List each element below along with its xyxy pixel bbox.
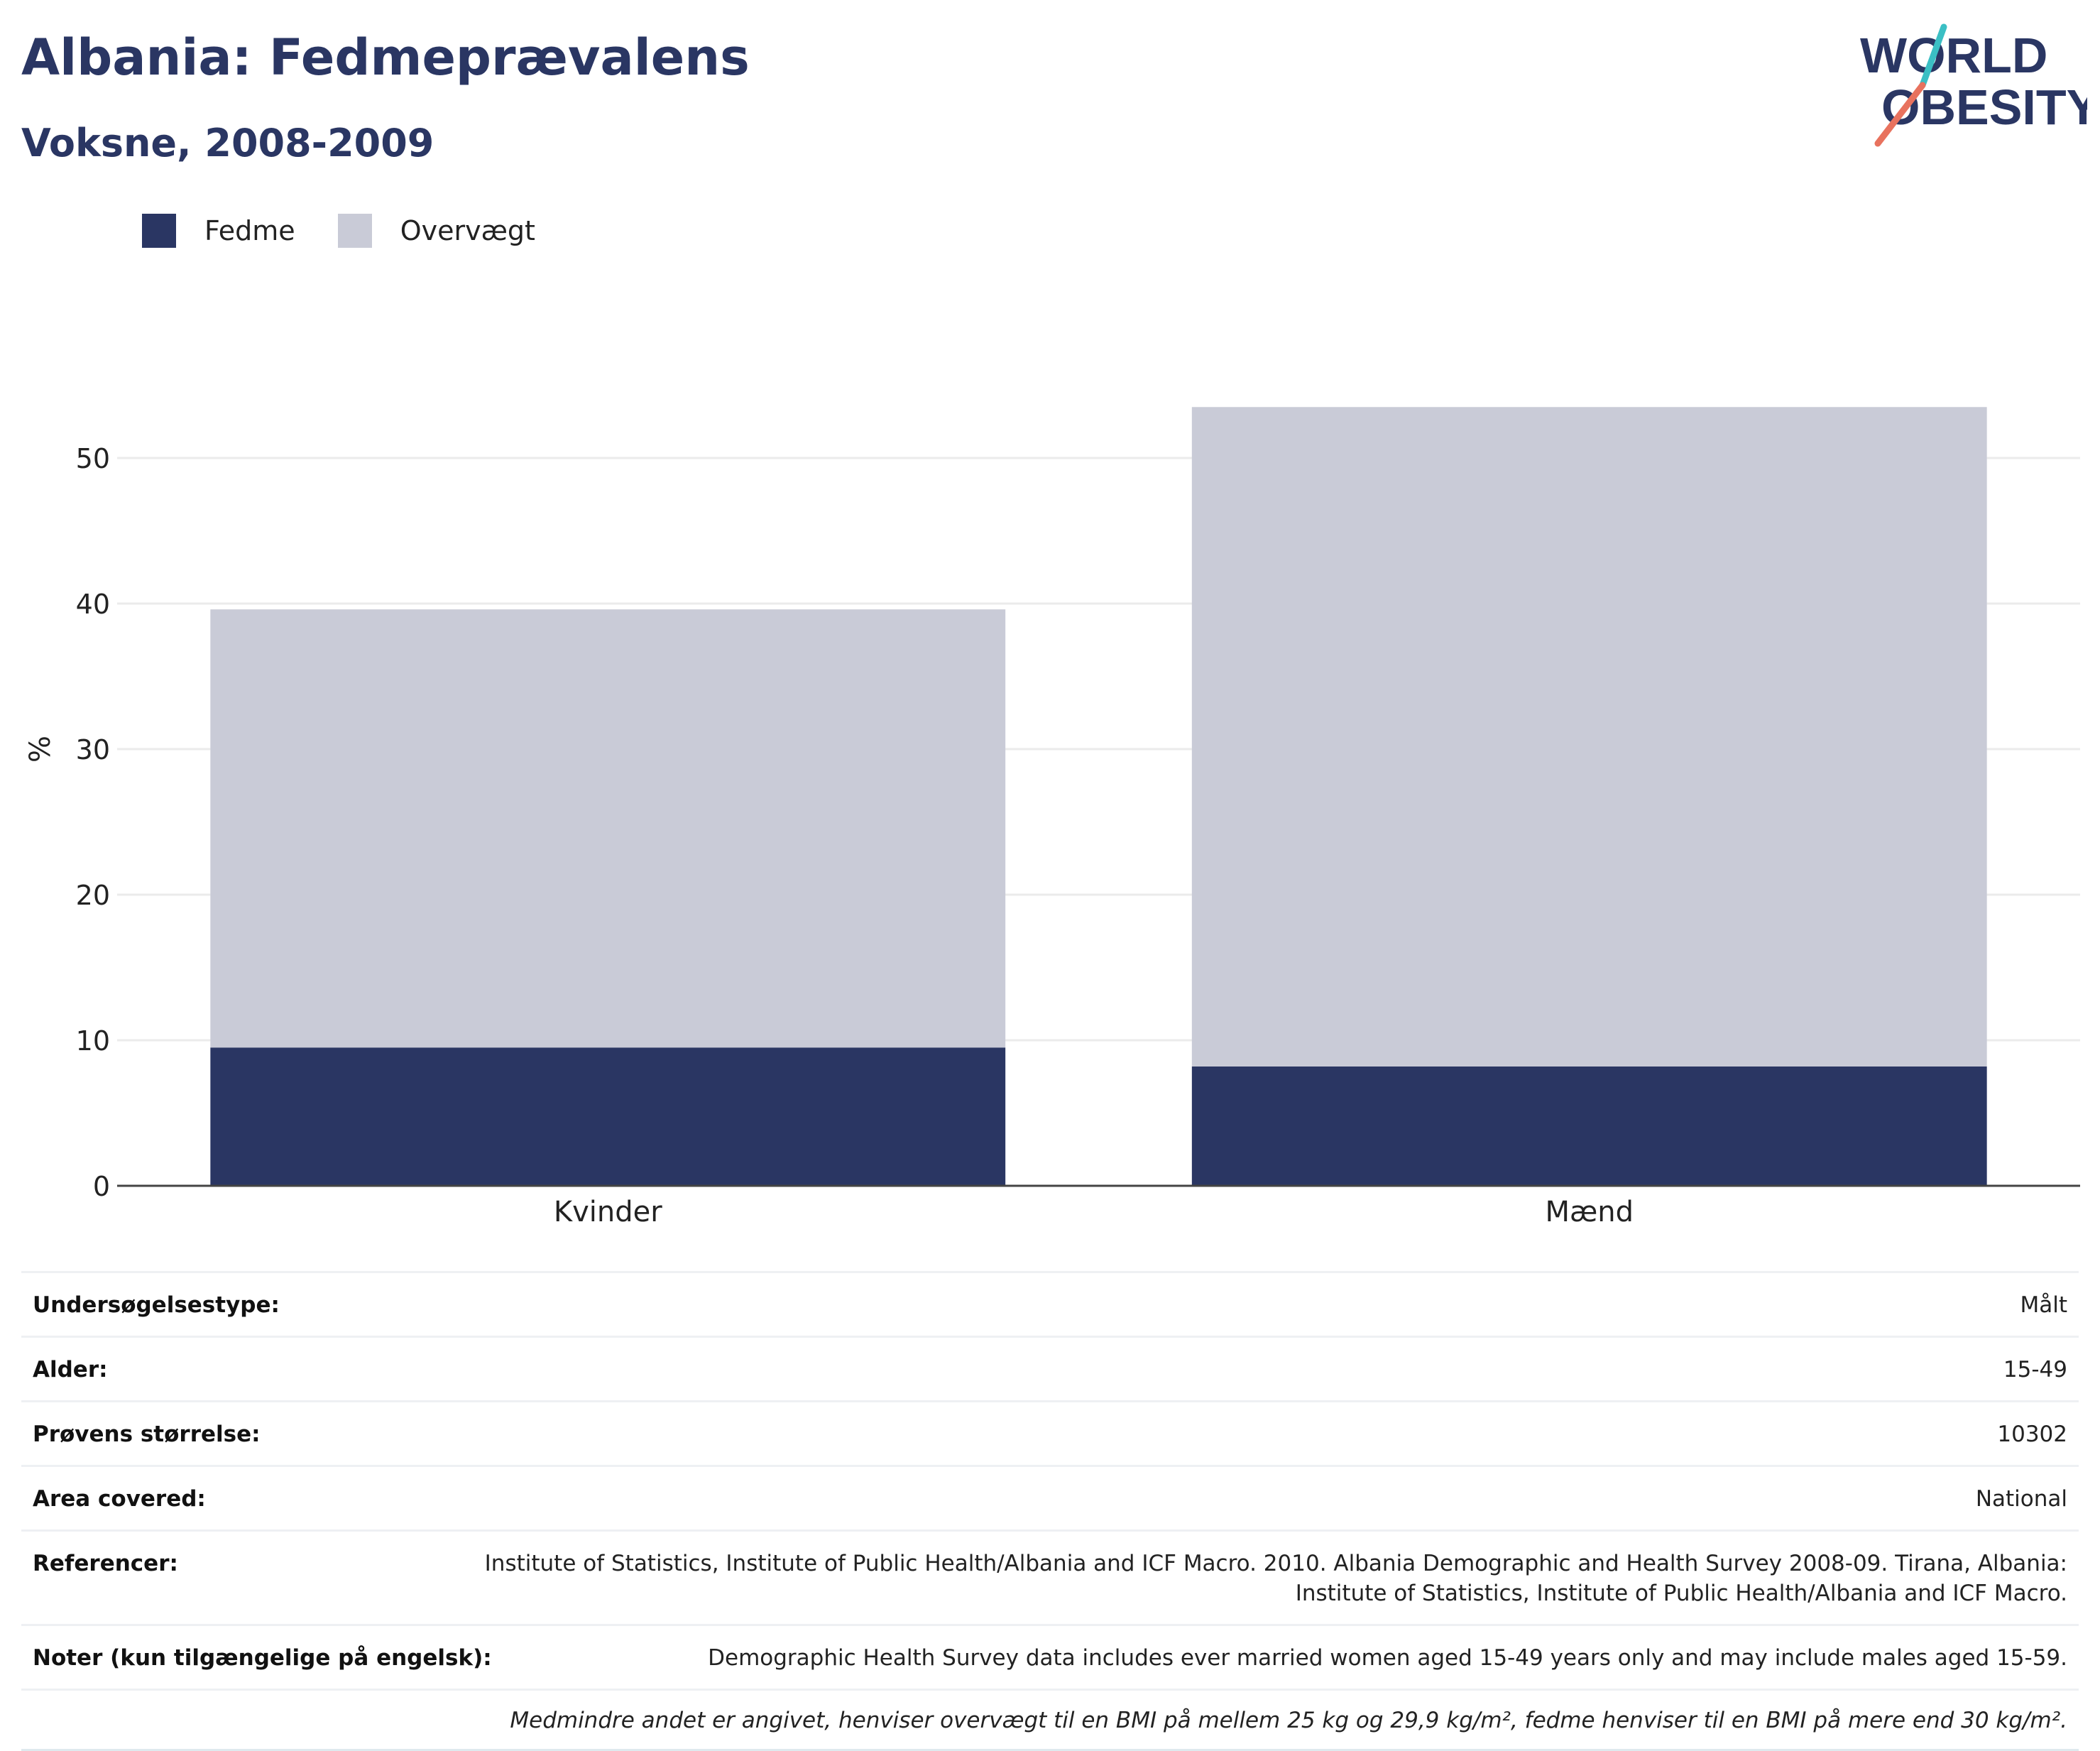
y-tick-label: 20	[76, 880, 110, 911]
legend-item-overvaegt[interactable]: Overvægt	[337, 214, 535, 248]
legend-label-overvaegt: Overvægt	[400, 215, 535, 246]
info-value: 15-49	[2003, 1357, 2067, 1382]
logo-word-2: OBESITY	[1881, 80, 2087, 135]
page-title: Albania: Fedmeprævalens	[21, 28, 750, 87]
bar-overv-gt	[1191, 407, 1987, 1067]
chart-legend: Fedme Overvægt	[142, 209, 578, 252]
y-tick-label: 10	[76, 1025, 110, 1057]
info-value: Målt	[2020, 1292, 2067, 1318]
y-tick-label: 50	[76, 443, 110, 474]
footnote: Medmindre andet er angivet, henviser ove…	[21, 1691, 2079, 1751]
y-tick-label: 30	[76, 734, 110, 765]
info-label: Alder:	[33, 1357, 108, 1382]
info-label: Noter (kun tilgængelige på engelsk):	[33, 1645, 492, 1671]
info-label: Referencer:	[33, 1551, 178, 1576]
logo-slash-teal	[1919, 23, 1947, 89]
info-row-sample-size: Prøvens størrelse: 10302	[21, 1402, 2079, 1467]
info-row-area-covered: Area covered: National	[21, 1467, 2079, 1532]
legend-label-fedme: Fedme	[204, 215, 295, 246]
page-subtitle: Voksne, 2008-2009	[21, 121, 434, 165]
legend-item-fedme[interactable]: Fedme	[142, 214, 295, 248]
legend-swatch-fedme	[142, 214, 176, 248]
info-label: Undersøgelsestype:	[33, 1292, 280, 1318]
info-value: Demographic Health Survey data includes …	[708, 1645, 2067, 1671]
bar-overv-gt	[210, 609, 1006, 1048]
footnote-text: Medmindre andet er angivet, henviser ove…	[510, 1708, 2067, 1733]
info-value: Institute of Statistics, Institute of Pu…	[484, 1551, 2067, 1606]
y-axis-label: %	[24, 736, 57, 763]
info-table: Undersøgelsestype: Målt Alder: 15-49 Prø…	[21, 1271, 2079, 1751]
bar-fedme	[210, 1047, 1006, 1186]
logo-word-1: WORLD	[1860, 28, 2047, 83]
bar-chart: 0 10 20 30 40 50% Kvinder Mænd	[24, 407, 2080, 1228]
info-row-survey-type: Undersøgelsestype: Målt	[21, 1273, 2079, 1338]
x-tick-label: Mænd	[1545, 1196, 1634, 1228]
bar-fedme	[1191, 1066, 1987, 1186]
info-label: Area covered:	[33, 1486, 206, 1512]
info-row-age: Alder: 15-49	[21, 1338, 2079, 1402]
info-value: National	[1975, 1486, 2067, 1512]
y-tick-label: 0	[93, 1171, 110, 1202]
logo-slash-coral	[1874, 82, 1926, 147]
info-value: 10302	[1997, 1422, 2067, 1447]
world-obesity-logo: WORLD OBESITY	[1860, 23, 2087, 147]
x-tick-label: Kvinder	[554, 1196, 662, 1228]
info-row-references: Referencer: Institute of Statistics, Ins…	[21, 1532, 2079, 1626]
legend-swatch-overvaegt	[337, 214, 372, 248]
info-label: Prøvens størrelse:	[33, 1422, 261, 1447]
info-row-notes: Noter (kun tilgængelige på engelsk): Dem…	[21, 1626, 2079, 1691]
y-tick-label: 40	[76, 589, 110, 620]
